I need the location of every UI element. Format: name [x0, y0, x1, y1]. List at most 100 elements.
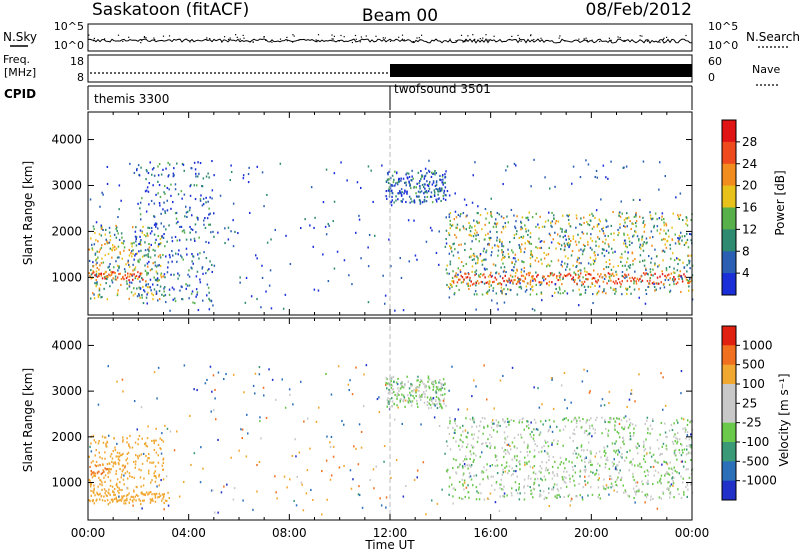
data-cell	[445, 440, 448, 443]
data-cell	[168, 293, 171, 296]
data-cell	[208, 299, 211, 302]
data-cell	[508, 277, 510, 280]
data-cell	[99, 248, 101, 251]
data-cell	[418, 182, 420, 185]
data-cell	[504, 274, 506, 277]
data-cell	[350, 487, 353, 490]
data-cell	[662, 259, 664, 262]
data-cell	[155, 223, 158, 226]
data-cell	[100, 224, 102, 227]
data-cell	[580, 449, 583, 452]
x-tick-label: 12:00	[373, 526, 408, 540]
data-cell	[197, 217, 199, 220]
data-cell	[441, 393, 444, 396]
data-cell	[602, 164, 605, 167]
data-cell	[168, 163, 171, 166]
data-cell	[672, 271, 675, 274]
data-cell	[463, 227, 465, 230]
data-cell	[109, 484, 112, 487]
data-cell	[313, 288, 316, 291]
data-cell	[449, 227, 451, 230]
data-cell	[424, 175, 426, 178]
data-cell	[608, 251, 610, 254]
data-cell	[603, 288, 605, 291]
data-cell	[609, 416, 611, 419]
data-cell	[584, 470, 587, 473]
data-cell	[195, 172, 197, 175]
data-cell	[113, 497, 116, 500]
data-cell	[578, 257, 580, 260]
data-cell	[148, 286, 150, 289]
data-cell	[505, 284, 507, 287]
data-cell	[678, 493, 680, 496]
data-cell	[177, 193, 180, 196]
data-cell	[95, 270, 98, 273]
data-cell	[484, 234, 487, 237]
data-cell	[425, 240, 428, 243]
data-cell	[507, 451, 509, 454]
data-cell	[536, 256, 538, 259]
data-cell	[680, 454, 683, 457]
data-cell	[144, 269, 147, 272]
data-cell	[594, 284, 596, 287]
data-cell	[511, 275, 514, 278]
data-cell	[577, 277, 579, 280]
data-cell	[518, 421, 520, 424]
data-cell	[562, 292, 564, 295]
data-cell	[95, 258, 98, 261]
data-cell	[534, 278, 536, 281]
data-cell	[531, 492, 533, 495]
data-cell	[513, 446, 516, 449]
data-cell	[197, 175, 199, 178]
data-cell	[417, 195, 419, 198]
data-cell	[516, 215, 518, 218]
data-cell	[507, 280, 509, 283]
data-cell	[647, 285, 649, 288]
data-cell	[668, 265, 671, 268]
data-cell	[116, 484, 118, 487]
data-cell	[679, 270, 681, 273]
data-cell	[564, 290, 566, 293]
data-cell	[444, 245, 447, 248]
data-cell	[548, 487, 550, 490]
data-cell	[410, 401, 413, 404]
data-cell	[405, 184, 407, 187]
data-cell	[122, 390, 124, 393]
data-cell	[90, 461, 93, 464]
data-cell	[607, 272, 610, 275]
data-cell	[616, 478, 618, 481]
data-cell	[533, 434, 535, 437]
data-cell	[147, 255, 150, 258]
data-cell	[519, 450, 522, 453]
data-cell	[557, 489, 560, 492]
data-cell	[352, 478, 354, 481]
data-cell	[411, 175, 413, 178]
data-cell	[126, 441, 128, 444]
data-cell	[433, 189, 435, 192]
data-cell	[211, 189, 214, 192]
data-cell	[102, 193, 104, 196]
data-cell	[630, 460, 632, 463]
data-cell	[285, 234, 287, 237]
data-cell	[513, 214, 515, 217]
data-cell	[249, 211, 251, 214]
data-cell	[199, 162, 202, 165]
data-cell	[621, 452, 623, 455]
data-cell	[548, 428, 550, 431]
data-cell	[480, 280, 483, 283]
data-cell	[132, 294, 135, 297]
data-cell	[138, 434, 141, 437]
data-cell	[499, 275, 502, 278]
data-cell	[400, 177, 402, 180]
colorbar-swatch	[722, 251, 736, 274]
data-cell	[154, 480, 157, 483]
data-cell	[157, 255, 160, 258]
data-cell	[533, 439, 536, 442]
data-cell	[191, 260, 193, 263]
data-cell	[465, 272, 467, 275]
data-cell	[513, 234, 516, 237]
data-cell	[265, 416, 268, 419]
data-cell	[167, 161, 169, 164]
data-cell	[163, 495, 165, 498]
data-cell	[473, 258, 475, 261]
